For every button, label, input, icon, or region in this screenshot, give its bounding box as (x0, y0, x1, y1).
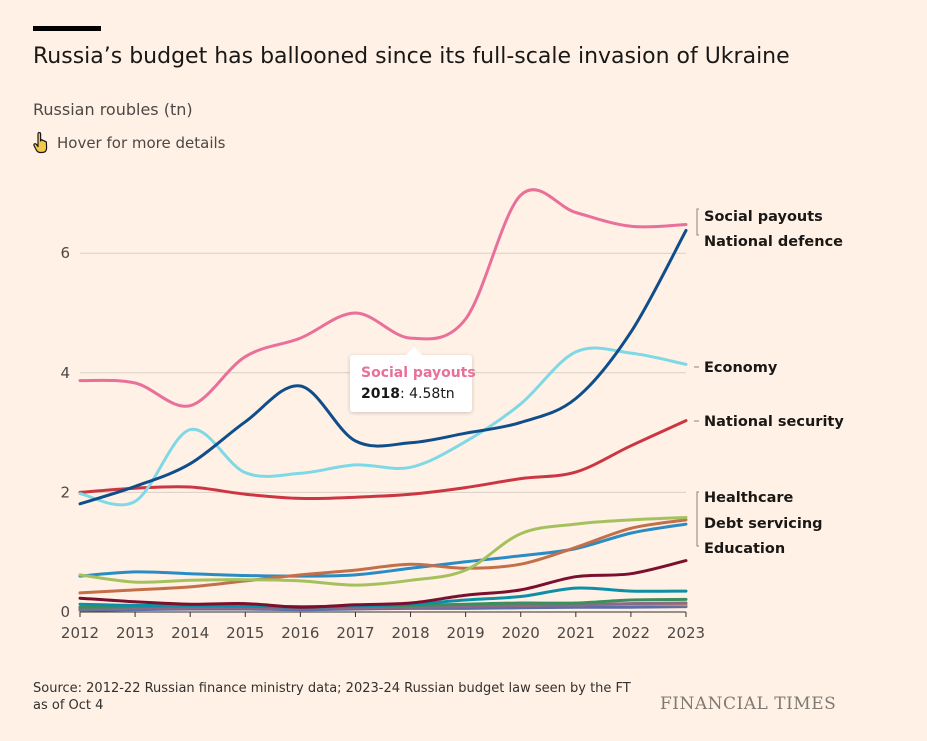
series-line-national-defence[interactable] (78, 229, 688, 506)
hover-hint: Hover for more details (33, 132, 226, 154)
series-label-economy: Economy (704, 360, 778, 376)
x-tick-2013: 2013 (116, 624, 154, 642)
chart-subtitle: Russian roubles (tn) (33, 100, 193, 119)
series-labels: Social payouts National defence Economy Nat… (694, 208, 844, 557)
series-line-other-10[interactable] (78, 601, 688, 611)
x-tick-2012: 2012 (61, 624, 99, 642)
series-label-debt-servicing: Debt servicing (704, 516, 823, 532)
series-label-education: Education (704, 541, 785, 557)
y-tick-2: 2 (60, 483, 70, 501)
x-axis-tick-labels: 2012 2013 2014 2015 2016 2017 2018 2019 2020 2021… (61, 612, 705, 642)
series-label-healthcare: Healthcare (704, 490, 794, 506)
series-line-debt-servicing[interactable] (78, 518, 688, 595)
series-line-other-7[interactable] (78, 559, 688, 609)
series-line-education[interactable] (78, 522, 688, 578)
x-tick-2022: 2022 (612, 624, 650, 642)
tooltip-year: 2018 (361, 386, 400, 402)
y-tick-6: 6 (60, 244, 70, 262)
pointing-hand-icon (33, 132, 48, 154)
series-label-social-payouts: Social payouts (704, 209, 823, 225)
series-line-national-security[interactable] (78, 419, 688, 501)
tooltip-value: 4.58tn (409, 386, 455, 402)
y-tick-0: 0 (60, 603, 70, 621)
ft-logo: FINANCIAL TIMES (660, 694, 837, 714)
hover-tooltip: Social payouts 2018: 4.58tn (350, 347, 476, 412)
gridlines (80, 252, 686, 613)
x-tick-2018: 2018 (391, 624, 429, 642)
tooltip-value-row: 2018: 4.58tn (361, 386, 455, 402)
chart-title: Russia’s budget has ballooned since its … (33, 44, 790, 69)
bracket-health-debt-education (696, 491, 699, 547)
bracket-social-defence (696, 208, 699, 236)
series-line-economy[interactable] (78, 346, 688, 507)
x-tick-2016: 2016 (281, 624, 319, 642)
brand-bar (33, 26, 101, 31)
hover-hint-text: Hover for more details (57, 134, 226, 152)
source-note: Source: 2012-22 Russian finance ministry… (33, 681, 631, 713)
x-tick-2023: 2023 (667, 624, 705, 642)
x-tick-2015: 2015 (226, 624, 264, 642)
x-tick-2019: 2019 (447, 624, 485, 642)
x-tick-2017: 2017 (336, 624, 374, 642)
tooltip-series-name: Social payouts (361, 365, 476, 381)
series-lines[interactable] (78, 188, 688, 612)
series-label-national-security: National security (704, 414, 844, 430)
x-tick-2020: 2020 (502, 624, 540, 642)
x-tick-2021: 2021 (557, 624, 595, 642)
series-line-social-payouts[interactable] (78, 188, 688, 408)
x-tick-2014: 2014 (171, 624, 209, 642)
series-label-national-defence: National defence (704, 234, 843, 250)
y-tick-4: 4 (60, 364, 70, 382)
tooltip-separator: : (399, 386, 410, 402)
series-line-healthcare[interactable] (78, 516, 688, 587)
y-axis-tick-labels: 0 2 4 6 (60, 244, 70, 621)
